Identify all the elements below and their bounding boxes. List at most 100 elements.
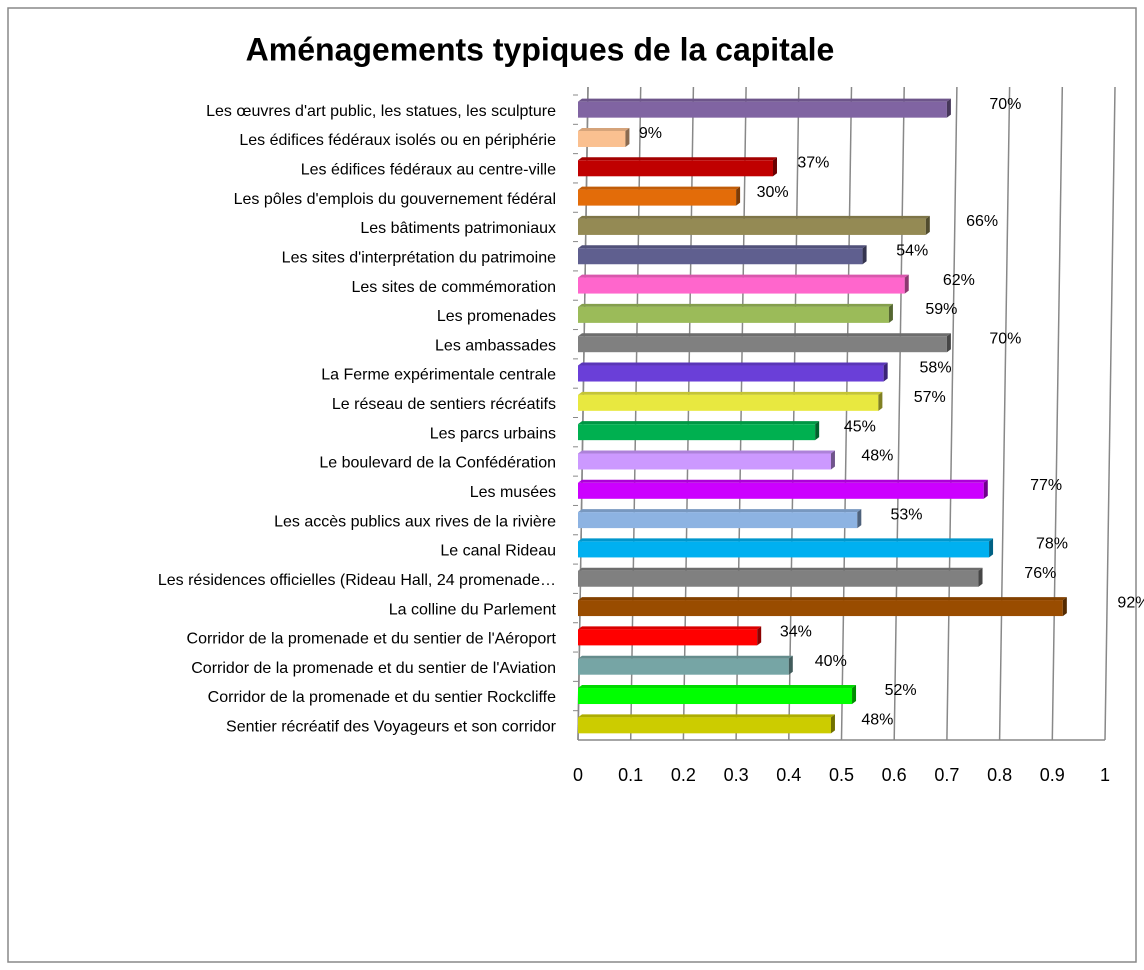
bar-side bbox=[625, 127, 630, 147]
y-tick-label: Le réseau de sentiers récréatifs bbox=[332, 396, 556, 413]
y-tick-label: Les accès publics aux rives de la rivièr… bbox=[274, 513, 556, 530]
bar-side bbox=[857, 509, 862, 529]
bar-side bbox=[772, 157, 777, 177]
y-tick-label: Les sites de commémoration bbox=[351, 279, 556, 296]
bar bbox=[578, 394, 879, 411]
bar-top bbox=[578, 509, 862, 513]
data-label: 70% bbox=[989, 96, 1021, 113]
x-tick-label: 0.1 bbox=[618, 765, 643, 785]
bar bbox=[578, 160, 773, 177]
bar bbox=[578, 512, 858, 529]
bar-side bbox=[757, 626, 762, 646]
bar-side bbox=[978, 567, 983, 587]
data-label: 9% bbox=[639, 125, 662, 142]
bar bbox=[578, 248, 863, 265]
bar-top bbox=[578, 421, 820, 425]
bar bbox=[578, 541, 990, 558]
bar-side bbox=[983, 479, 988, 499]
grid-line bbox=[1051, 86, 1064, 741]
bar-side bbox=[736, 186, 741, 206]
bar-top bbox=[578, 186, 741, 190]
bar-top bbox=[578, 98, 951, 102]
bar bbox=[578, 218, 926, 235]
y-tick-label: Les œuvres d'art public, les statues, le… bbox=[206, 103, 556, 120]
grid-line bbox=[998, 86, 1011, 741]
bar-side bbox=[883, 362, 888, 382]
bar-top bbox=[578, 479, 988, 483]
grid-line bbox=[946, 86, 958, 741]
bar-side bbox=[888, 303, 893, 323]
data-label: 77% bbox=[1030, 477, 1062, 494]
bar-top bbox=[578, 597, 1067, 601]
bar-top bbox=[578, 538, 994, 542]
y-tick-label: La colline du Parlement bbox=[389, 601, 557, 618]
bar-side bbox=[788, 655, 793, 675]
y-tick-label: Le boulevard de la Confédération bbox=[319, 455, 556, 472]
data-label: 62% bbox=[943, 272, 975, 289]
x-tick-label: 0.9 bbox=[1040, 765, 1065, 785]
data-label: 58% bbox=[920, 360, 952, 377]
bar-top bbox=[578, 215, 930, 219]
data-label: 78% bbox=[1036, 536, 1068, 553]
bar bbox=[578, 277, 905, 294]
bar-side bbox=[946, 98, 951, 118]
data-label: 37% bbox=[797, 155, 829, 172]
x-tick-label: 0.8 bbox=[987, 765, 1012, 785]
data-label: 54% bbox=[896, 242, 928, 259]
grid-line bbox=[1104, 86, 1116, 741]
bar-side bbox=[815, 421, 820, 441]
y-tick-label: Les édifices fédéraux au centre-ville bbox=[301, 162, 556, 179]
bar-side bbox=[989, 538, 994, 558]
bar-side bbox=[862, 245, 867, 265]
bar bbox=[578, 336, 947, 353]
bar-side bbox=[946, 333, 951, 353]
x-tick-label: 0 bbox=[573, 765, 583, 785]
bar-top bbox=[578, 450, 835, 454]
bar-top bbox=[578, 303, 893, 307]
bar-top bbox=[578, 274, 909, 278]
bar-side bbox=[1062, 597, 1067, 617]
chart-title: Aménagements typiques de la capitale bbox=[246, 31, 835, 67]
bar bbox=[578, 600, 1063, 617]
data-label: 66% bbox=[966, 213, 998, 230]
y-tick-label: Le canal Rideau bbox=[440, 543, 556, 560]
y-tick-label: Corridor de la promenade et du sentier R… bbox=[208, 689, 556, 706]
data-label: 57% bbox=[914, 389, 946, 406]
x-tick-label: 0.3 bbox=[724, 765, 749, 785]
grid-line bbox=[788, 86, 800, 741]
y-tick-label: Les musées bbox=[470, 484, 556, 501]
x-tick-label: 0.5 bbox=[829, 765, 854, 785]
data-label: 48% bbox=[861, 712, 893, 729]
bar-top bbox=[578, 391, 883, 395]
data-label: 52% bbox=[885, 682, 917, 699]
bar bbox=[578, 658, 789, 675]
x-tick-label: 1 bbox=[1100, 765, 1110, 785]
y-tick-label: Les promenades bbox=[437, 308, 556, 325]
data-label: 53% bbox=[890, 506, 922, 523]
bar-top bbox=[578, 626, 762, 630]
bar bbox=[578, 101, 947, 118]
data-label: 40% bbox=[815, 653, 847, 670]
bar-side bbox=[925, 215, 930, 235]
x-tick-label: 0.7 bbox=[934, 765, 959, 785]
y-tick-label: Les ambassades bbox=[435, 337, 556, 354]
data-label: 34% bbox=[780, 624, 812, 641]
bar bbox=[578, 189, 737, 206]
grid-line bbox=[893, 86, 905, 741]
bar-side bbox=[904, 274, 909, 294]
bar bbox=[578, 629, 758, 646]
y-tick-label: La Ferme expérimentale centrale bbox=[321, 367, 556, 384]
bar-top bbox=[578, 127, 630, 131]
bar bbox=[578, 688, 853, 705]
bar bbox=[578, 365, 884, 382]
bar bbox=[578, 424, 816, 441]
data-label: 45% bbox=[844, 418, 876, 435]
y-tick-label: Les parcs urbains bbox=[430, 425, 556, 442]
bar-top bbox=[578, 245, 867, 249]
bar-top bbox=[578, 655, 793, 659]
grid-line bbox=[840, 86, 853, 741]
y-tick-label: Corridor de la promenade et du sentier d… bbox=[191, 660, 556, 677]
data-label: 59% bbox=[925, 301, 957, 318]
bar-top bbox=[578, 685, 857, 689]
